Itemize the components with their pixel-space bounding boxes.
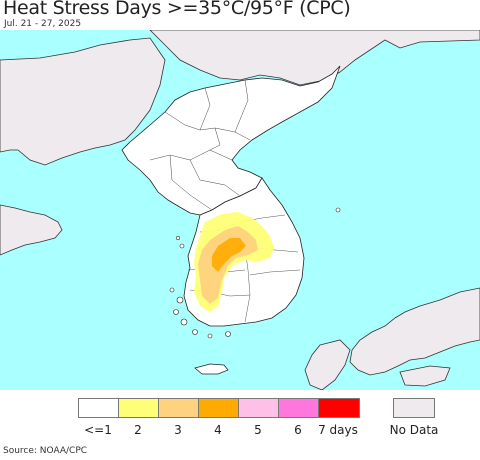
date-range: Jul. 21 - 27, 2025 <box>4 19 82 29</box>
source-credit: Source: NOAA/CPC <box>3 446 88 456</box>
ulleung-island <box>335 207 341 213</box>
north-korea-landmass <box>121 65 341 216</box>
china-liaodong-landmass <box>0 37 166 166</box>
legend-label-7: 7 days <box>318 423 358 437</box>
legend-swatch-1 <box>79 399 119 417</box>
map-panel <box>0 30 480 390</box>
southwest-islands <box>169 235 231 339</box>
japan-shikoku-landmass <box>399 365 451 387</box>
legend-label-2: 2 <box>134 423 142 437</box>
japan-landmass <box>349 287 480 376</box>
legend-nodata-label: No Data <box>389 423 439 437</box>
russia-northeast-landmass <box>149 30 480 86</box>
north-korea-province-lines <box>149 79 251 211</box>
legend-swatch-2 <box>119 399 159 417</box>
legend-label-6: 6 <box>294 423 302 437</box>
map-title: Heat Stress Days >=35°C/95°F (CPC) <box>3 0 351 19</box>
legend-label-5: 5 <box>254 423 262 437</box>
legend-label-1: <=1 <box>84 423 112 437</box>
legend-swatch-7 <box>319 399 359 417</box>
shandong-landmass <box>0 204 63 256</box>
legend-swatch-6 <box>279 399 319 417</box>
legend-label-4: 4 <box>214 423 222 437</box>
legend-nodata-swatch <box>393 398 435 418</box>
japan-kyushu-landmass <box>304 339 351 390</box>
legend-swatch-3 <box>159 399 199 417</box>
legend-color-bar <box>78 398 360 418</box>
legend-swatch-4 <box>199 399 239 417</box>
legend-label-3: 3 <box>174 423 182 437</box>
korea-heat-stress-map <box>0 30 480 390</box>
legend-swatch-5 <box>239 399 279 417</box>
heat-stress-4day-region <box>212 238 246 272</box>
jeju-island <box>194 363 229 375</box>
